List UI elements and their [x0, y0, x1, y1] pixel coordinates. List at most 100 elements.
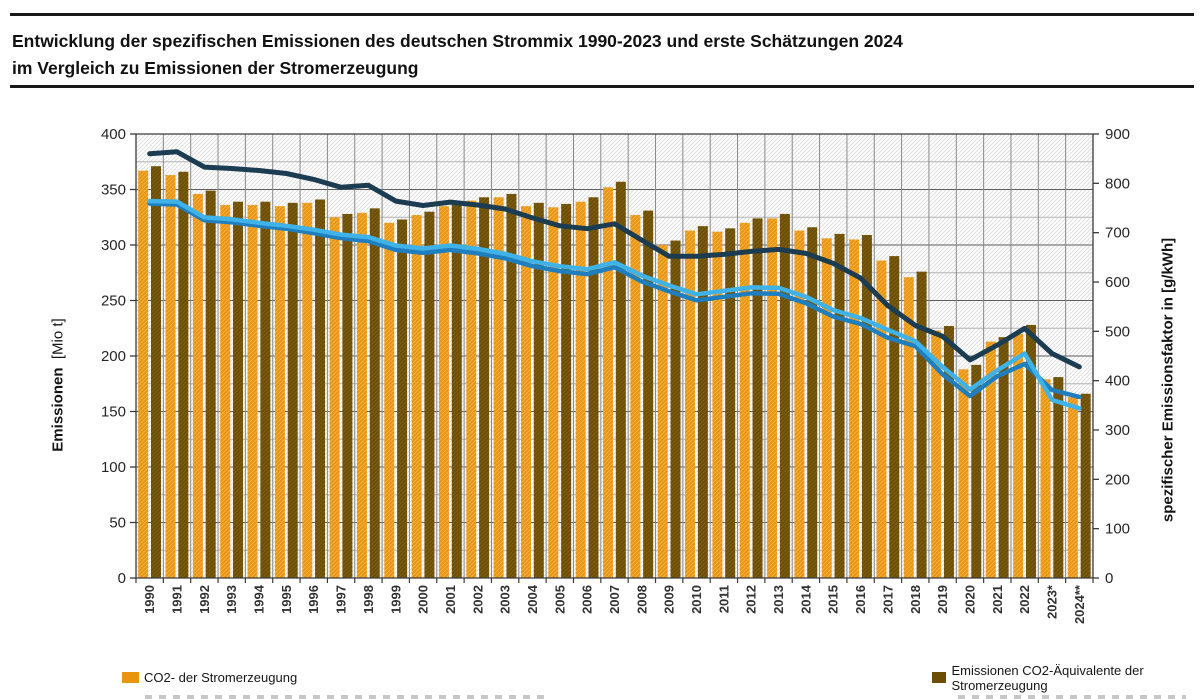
x-tick-2007: 2007	[607, 585, 622, 614]
bar-co2eq-2023*	[1053, 377, 1064, 578]
bar-co2eq-1992	[205, 190, 216, 579]
x-tick-2018: 2018	[908, 585, 923, 614]
bar-co2eq-2007	[615, 181, 626, 579]
bar-co2eq-2017	[889, 256, 900, 578]
title-rule-top	[10, 13, 1194, 16]
bar-co2eq-2004	[533, 202, 544, 578]
x-tick-1998: 1998	[361, 585, 376, 614]
bar-co2-2004	[521, 206, 531, 578]
x-tick-2004: 2004	[525, 584, 540, 614]
title-line-2: im Vergleich zu Emissionen der Stromerze…	[12, 58, 419, 78]
bar-co2-2014	[794, 230, 805, 578]
x-tick-1991: 1991	[170, 585, 185, 614]
bar-co2-2022	[1013, 333, 1024, 578]
bar-co2eq-2018	[916, 271, 927, 578]
bar-co2eq-1997	[342, 213, 353, 579]
bar-co2eq-1999	[397, 219, 408, 578]
y-right-tick-0: 0	[1105, 570, 1113, 587]
x-tick-2012: 2012	[744, 585, 759, 614]
bar-co2-1992	[192, 193, 203, 578]
bar-co2eq-2019	[943, 326, 954, 578]
bar-co2eq-2016	[861, 235, 872, 578]
bar-co2eq-2015	[834, 233, 845, 578]
x-tick-2013: 2013	[771, 585, 786, 614]
bar-co2-1997	[329, 217, 340, 578]
y-left-tick-250: 250	[101, 293, 126, 310]
x-tick-2019: 2019	[935, 585, 950, 614]
y-left-tick-200: 200	[101, 348, 126, 365]
y-right-tick-400: 400	[1105, 373, 1130, 390]
title-rule-bottom	[10, 85, 1194, 88]
x-tick-1994: 1994	[252, 584, 267, 614]
legend-item-co2eq: Emissionen CO2-Äquivalente der Stromerze…	[932, 663, 1200, 693]
bar-co2-2006	[575, 201, 586, 578]
x-tick-2003: 2003	[498, 585, 513, 614]
y-right-tick-700: 700	[1105, 225, 1130, 242]
x-tick-2023*: 2023*	[1044, 584, 1059, 619]
bars	[138, 166, 1091, 579]
x-tick-2006: 2006	[580, 585, 595, 614]
line-linie-hellblau	[147, 198, 1082, 411]
x-tick-2001: 2001	[443, 585, 458, 614]
legend-label-co2eq: Emissionen CO2-Äquivalente der Stromerze…	[951, 662, 1144, 693]
bar-co2eq-2000	[424, 211, 435, 578]
bar-co2eq-2014	[807, 227, 818, 579]
bar-co2eq-2005	[561, 203, 572, 578]
y-left-tick-300: 300	[101, 237, 126, 254]
bar-co2eq-1994	[260, 201, 271, 578]
y-right-tick-200: 200	[1105, 471, 1130, 488]
bar-co2-2016	[849, 239, 860, 578]
x-tick-1990: 1990	[142, 585, 157, 614]
bar-co2-2021	[985, 341, 996, 578]
legend-item-co2: CO2- der Stromerzeugung	[122, 670, 297, 685]
x-tick-1997: 1997	[334, 585, 349, 614]
bar-co2eq-2010	[697, 226, 708, 578]
legend-swatch-co2	[122, 672, 139, 683]
bar-co2-2020	[958, 369, 969, 578]
bar-co2eq-2020	[971, 364, 982, 578]
bar-co2-1993	[220, 205, 231, 579]
bar-co2eq-2021	[998, 337, 1009, 578]
y-right-tick-800: 800	[1105, 175, 1130, 192]
bar-co2-2002	[466, 200, 477, 578]
tick-labels: 0 50 100 150 200 250 300 350 400 0 100 200 300 400 500…	[101, 126, 1130, 624]
y-axis-title-left: Emissionen [Mio t]	[50, 318, 67, 451]
bar-co2-1994	[247, 205, 258, 579]
bar-co2-2010	[685, 230, 696, 578]
bar-co2eq-2008	[643, 210, 654, 578]
bar-co2-2018	[903, 277, 914, 578]
bar-co2eq-1996	[315, 199, 326, 579]
bar-co2-2008	[630, 215, 641, 578]
bar-co2-2023*	[1040, 379, 1051, 578]
x-tick-2009: 2009	[662, 585, 677, 614]
legend-row2-clipped-right	[958, 695, 1186, 699]
legend-swatch-co2eq	[932, 672, 947, 683]
x-tick-2017: 2017	[880, 585, 895, 614]
bar-co2-1990	[138, 170, 149, 578]
bar-co2-2019	[931, 330, 942, 578]
y-left-tick-0: 0	[118, 570, 126, 587]
bar-co2-2015	[821, 238, 832, 578]
legend-label-co2: CO2- der Stromerzeugung	[144, 670, 298, 685]
bar-co2eq-1993	[233, 201, 244, 578]
x-tick-2005: 2005	[552, 585, 567, 614]
y-right-tick-500: 500	[1105, 323, 1130, 340]
title-line-1: Entwicklung der spezifischen Emissionen …	[12, 31, 903, 51]
x-tick-1995: 1995	[279, 585, 294, 614]
y-left-tick-400: 400	[101, 126, 126, 143]
x-tick-2000: 2000	[416, 585, 431, 614]
x-tick-2016: 2016	[853, 585, 868, 614]
x-tick-2021: 2021	[990, 585, 1005, 614]
bar-co2-1995	[274, 206, 285, 578]
x-tick-2024**: 2024**	[1072, 584, 1087, 624]
y-axis-title-left-bold: Emissionen	[49, 367, 67, 452]
line-linie-dunkelblau	[147, 149, 1082, 370]
bar-co2-2009	[657, 245, 668, 578]
page-title: Entwicklung der spezifischen Emissionen …	[12, 28, 903, 82]
bar-co2-2003	[493, 197, 504, 578]
bar-co2-2012	[739, 222, 750, 579]
bar-co2eq-1995	[287, 202, 298, 578]
bar-co2eq-2022	[1025, 324, 1036, 578]
y-right-tick-900: 900	[1105, 126, 1130, 143]
bar-co2-2013	[767, 218, 778, 579]
